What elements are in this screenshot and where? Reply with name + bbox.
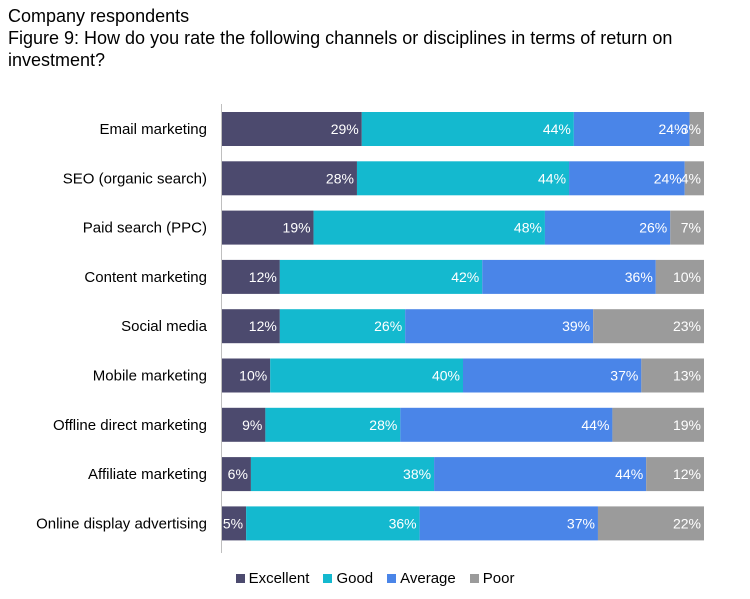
data-label: 3% — [681, 121, 701, 137]
data-label: 24% — [659, 121, 687, 137]
bar-segment — [544, 210, 671, 245]
legend-swatch — [235, 574, 245, 583]
data-label: 36% — [625, 269, 653, 285]
data-label: 37% — [567, 515, 595, 531]
bar-segment — [684, 161, 704, 196]
data-label: 37% — [610, 368, 638, 384]
category-label: Affiliate marketing — [88, 466, 207, 483]
data-label: 42% — [451, 269, 479, 285]
data-label: 28% — [326, 170, 354, 186]
data-label: 23% — [673, 318, 701, 334]
bar-segment — [482, 259, 656, 294]
legend-item: Average — [387, 570, 456, 587]
bar-segment — [222, 506, 247, 541]
data-label: 38% — [403, 466, 431, 482]
data-label: 22% — [673, 515, 701, 531]
data-label: 26% — [639, 220, 667, 236]
bar-segment — [313, 210, 545, 245]
data-label: 44% — [615, 466, 643, 482]
bar-segment — [250, 457, 435, 492]
category-label: SEO (organic search) — [63, 170, 207, 187]
bar-segment — [222, 210, 314, 245]
bar-segment — [222, 112, 362, 146]
data-label: 36% — [389, 515, 417, 531]
data-label: 10% — [239, 368, 267, 384]
bar-segment — [689, 112, 704, 146]
data-label: 19% — [283, 220, 311, 236]
bar-segment — [573, 112, 690, 146]
bar-segment — [279, 309, 406, 344]
bar-segment — [646, 457, 704, 492]
data-label: 28% — [369, 417, 397, 433]
legend-label: Good — [336, 570, 374, 587]
bar-segment — [361, 112, 574, 146]
chart-titles: Company respondents Figure 9: How do you… — [8, 5, 748, 71]
stacked-bar-chart: Email marketing 29% 44% 24%3%SEO (organic s… — [36, 104, 704, 553]
category-label: Email marketing — [99, 121, 207, 138]
category-label: Paid search (PPC) — [83, 220, 207, 237]
data-label: 12% — [673, 466, 701, 482]
data-label: 40% — [432, 368, 460, 384]
legend-item: Poor — [469, 570, 515, 587]
category-label: Content marketing — [84, 269, 207, 286]
category-label: Offline direct marketing — [53, 417, 207, 434]
data-label: 5% — [223, 515, 243, 531]
data-label: 12% — [249, 318, 277, 334]
data-label: 48% — [514, 220, 542, 236]
chart-title: Figure 9: How do you rate the following … — [8, 28, 673, 70]
bar-segment — [356, 161, 570, 196]
data-label: 12% — [249, 269, 277, 285]
legend-swatch — [323, 574, 333, 583]
category-label: Mobile marketing — [93, 368, 207, 385]
bar-segment — [419, 506, 598, 541]
data-label: 13% — [673, 368, 701, 384]
data-label: 44% — [543, 121, 571, 137]
bar-segment — [670, 210, 704, 245]
data-label: 19% — [673, 417, 701, 433]
data-label: 4% — [681, 170, 701, 186]
data-label: 39% — [562, 318, 590, 334]
chart-subtitle: Company respondents — [8, 6, 190, 26]
bar-segment — [593, 309, 704, 344]
bar-segment — [569, 161, 685, 196]
legend-swatch — [387, 574, 397, 583]
bar-segment — [597, 506, 704, 541]
bar-segment — [434, 457, 647, 492]
legend-item: Excellent — [235, 570, 310, 587]
category-label: Social media — [121, 318, 208, 335]
legend-swatch — [469, 574, 479, 583]
data-label: 9% — [242, 417, 262, 433]
bar-segment — [222, 358, 271, 393]
data-label: 44% — [581, 417, 609, 433]
data-label: 44% — [538, 170, 566, 186]
bar-segment — [400, 407, 613, 442]
bar-segment — [612, 407, 704, 442]
bar-segment — [222, 407, 266, 442]
bar-segment — [641, 358, 704, 393]
bar-segment — [222, 309, 280, 344]
bar-segment — [270, 358, 463, 393]
legend-label: Average — [400, 570, 456, 587]
bar-segment — [246, 506, 420, 541]
legend-label: Poor — [482, 570, 515, 587]
bar-segment — [222, 161, 357, 196]
data-label: 7% — [681, 220, 701, 236]
data-label: 24% — [654, 170, 682, 186]
bar-segment — [222, 259, 280, 294]
bar-segment — [655, 259, 704, 294]
bar-segment — [222, 457, 251, 492]
legend-item: Good — [323, 570, 373, 587]
bar-segment — [405, 309, 594, 344]
data-label: 6% — [228, 466, 248, 482]
bar-segment — [265, 407, 401, 442]
data-label: 29% — [331, 121, 359, 137]
bar-segment — [463, 358, 642, 393]
category-label: Online display advertising — [36, 515, 207, 532]
data-label: 26% — [374, 318, 402, 334]
legend-label: Excellent — [248, 570, 310, 587]
chart-legend: Excellent Good Average Poor — [0, 570, 750, 587]
bar-segment — [279, 259, 483, 294]
data-label: 10% — [673, 269, 701, 285]
